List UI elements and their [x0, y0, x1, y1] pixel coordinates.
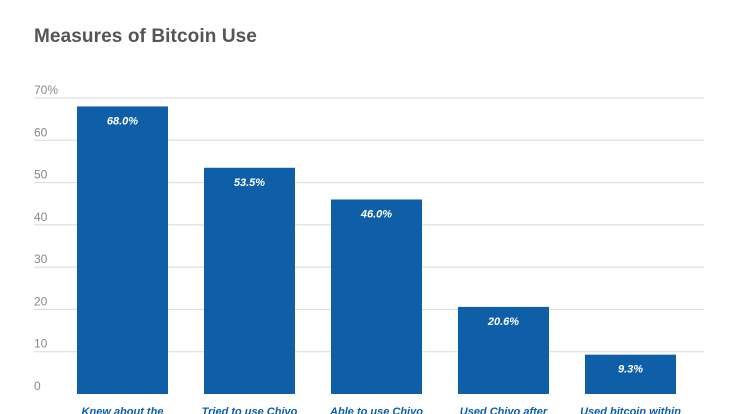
chart-title: Measures of Bitcoin Use: [34, 26, 257, 47]
data-label: 20.6%: [487, 316, 519, 328]
data-label: 9.3%: [618, 364, 643, 376]
category-labels: Knew about the Tried to use Chivo Able to …: [82, 406, 682, 414]
y-tick-label: 70%: [34, 83, 58, 97]
y-tick-label: 40: [34, 210, 48, 224]
category-label: Tried to use Chivo: [202, 406, 298, 414]
y-tick-label: 50: [34, 168, 48, 182]
data-labels: 68.0% 53.5% 46.0% 20.6% 9.3%: [107, 115, 643, 375]
y-axis-ticks: 0 10 20 30 40 50 60 70%: [34, 83, 58, 393]
data-label: 46.0%: [360, 208, 392, 220]
y-tick-label: 60: [34, 125, 48, 139]
bar: [331, 199, 422, 394]
bars: [77, 106, 676, 394]
bar: [204, 167, 295, 394]
y-tick-label: 20: [34, 294, 48, 308]
category-label: Able to use Chivo: [329, 406, 423, 414]
data-label: 53.5%: [234, 177, 265, 189]
category-label: Used bitcoin within: [580, 406, 681, 414]
y-tick-label: 10: [34, 337, 48, 351]
category-label: Used Chivo after: [460, 406, 548, 414]
bar: [458, 306, 549, 394]
bar: [77, 106, 168, 394]
y-tick-label: 30: [34, 252, 48, 266]
bar: [585, 354, 676, 394]
data-label: 68.0%: [107, 115, 138, 127]
y-tick-label: 0: [34, 379, 41, 393]
category-label: Knew about the: [82, 406, 164, 414]
